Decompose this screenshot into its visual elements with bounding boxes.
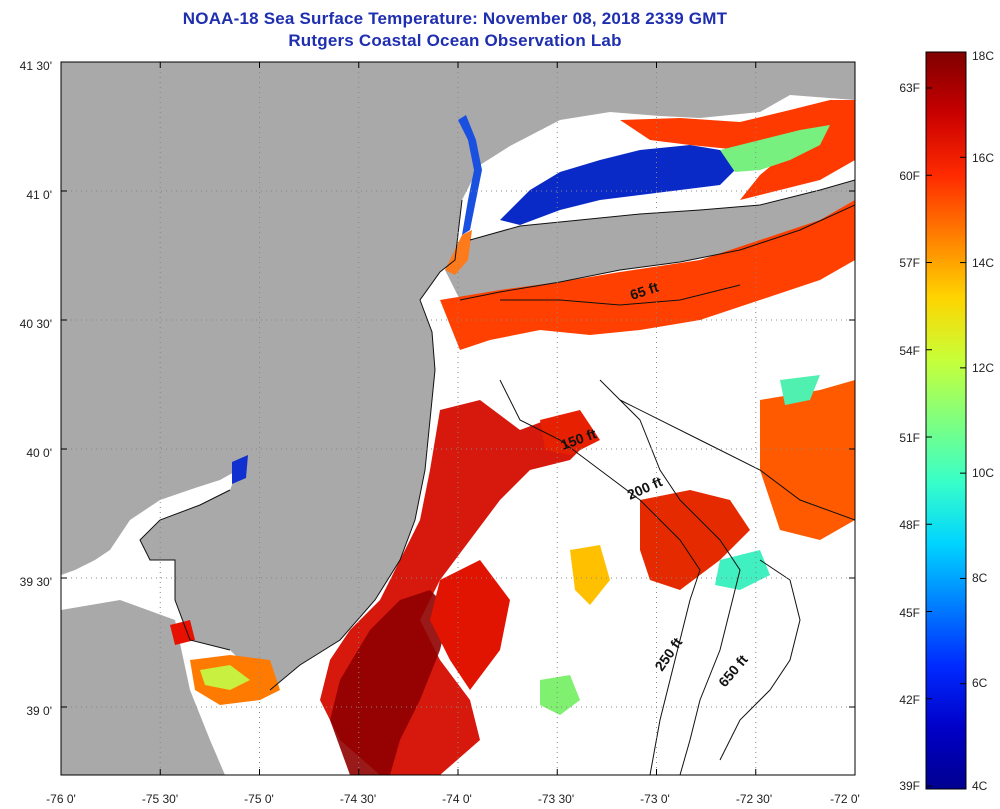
land-long-island <box>445 180 855 300</box>
colorbar-f-label: 51F <box>899 431 920 445</box>
sst-patch-south-central <box>430 560 510 690</box>
map-title: NOAA-18 Sea Surface Temperature: Novembe… <box>182 9 728 28</box>
sst-patch-shelf-cyan <box>715 550 770 590</box>
sst-patch-hudson-river-upper <box>458 115 482 235</box>
bathymetry-contours <box>499 284 855 775</box>
colorbar-celsius-labels: 18C 16C 14C 12C 10C 8C 6C 4C <box>972 49 994 793</box>
sst-patch-offshore-far-east <box>760 380 855 540</box>
colorbar-c-label: 8C <box>972 571 988 585</box>
colorbar-fahrenheit-labels: 63F 60F 57F 54F 51F 48F 45F 42F 39F <box>899 81 920 793</box>
x-tick-label: -74 0' <box>442 792 472 806</box>
colorbar-f-label: 54F <box>899 344 920 358</box>
y-tick-label: 40 30' <box>20 317 52 331</box>
sst-patch-li-sound-cold <box>500 145 740 225</box>
colorbar-c-label: 16C <box>972 151 994 165</box>
x-tick-label: -73 30' <box>538 792 574 806</box>
x-tick-label: -75 0' <box>244 792 274 806</box>
colorbar-f-label: 57F <box>899 256 920 270</box>
map-content: 65 ft 150 ft 200 ft 250 ft 650 ft <box>61 62 855 775</box>
colorbar-f-label: 45F <box>899 606 920 620</box>
colorbar-c-label: 18C <box>972 49 994 63</box>
colorbar-f-label: 60F <box>899 169 920 183</box>
colorbar-c-label: 6C <box>972 676 988 690</box>
y-tick-label: 39 30' <box>20 575 52 589</box>
y-tick-label: 39 0' <box>26 704 52 718</box>
sst-patch-nybight <box>440 200 855 350</box>
sst-patch-dark-core <box>330 590 450 775</box>
map-subtitle: Rutgers Coastal Ocean Observation Lab <box>288 31 622 50</box>
colorbar-c-label: 10C <box>972 466 994 480</box>
axis-ticks <box>60 61 856 775</box>
colorbar-c-label: 4C <box>972 779 988 793</box>
sst-patch-delaware-river <box>232 455 248 484</box>
y-tick-label: 41 0' <box>26 188 52 202</box>
sst-patch-shelf-green <box>540 675 580 715</box>
sst-patch-li-sound-green <box>720 125 830 172</box>
colorbar-f-label: 48F <box>899 518 920 532</box>
sst-patch-east-cyan <box>780 375 820 405</box>
x-axis: -76 0' -75 30' -75 0' -74 30' -74 0' -73… <box>46 792 860 806</box>
colorbar-c-label: 12C <box>972 361 994 375</box>
colorbar <box>925 51 967 790</box>
x-tick-label: -74 30' <box>340 792 376 806</box>
land-delmarva <box>61 600 225 775</box>
sst-patch-delaware-red <box>170 620 195 645</box>
colorbar-f-label: 42F <box>899 693 920 707</box>
sst-patch-li-sound-north <box>620 100 855 200</box>
y-tick-label: 40 0' <box>26 446 52 460</box>
colorbar-ticks <box>926 51 966 790</box>
coastline-lines <box>139 179 855 691</box>
y-tick-label: 41 30' <box>20 59 52 73</box>
sst-patch-delaware-cool <box>200 665 250 690</box>
sst-patch-hudson-canyon <box>540 410 600 455</box>
sst-patch-offshore-east <box>640 490 750 590</box>
x-tick-label: -75 30' <box>142 792 178 806</box>
y-axis: 41 30' 41 0' 40 30' 40 0' 39 30' 39 0' <box>20 59 52 718</box>
x-tick-label: -72 0' <box>830 792 860 806</box>
colorbar-f-label: 63F <box>899 81 920 95</box>
x-tick-label: -76 0' <box>46 792 76 806</box>
x-tick-label: -72 30' <box>736 792 772 806</box>
x-tick-label: -73 0' <box>640 792 670 806</box>
colorbar-f-label: 39F <box>899 779 920 793</box>
colorbar-c-label: 14C <box>972 256 994 270</box>
sst-patch-shelf-yellow <box>570 545 610 605</box>
